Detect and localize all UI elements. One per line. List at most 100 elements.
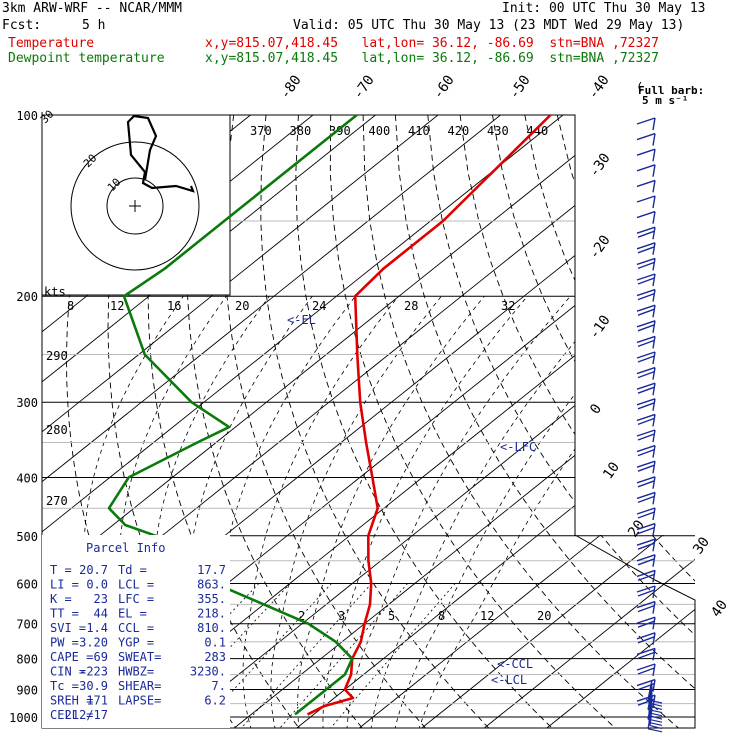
parcel-info-cell: 44 bbox=[94, 607, 108, 621]
parcel-info-cell: 3230. bbox=[190, 665, 226, 679]
pressure-tick-label: 200 bbox=[16, 290, 38, 304]
isotherm-label: 0 bbox=[587, 401, 605, 417]
wind-barb-shaft bbox=[652, 149, 656, 162]
wind-barb-flag bbox=[636, 444, 656, 453]
isotherm-line bbox=[42, 115, 564, 728]
wind-barb-shaft bbox=[652, 679, 656, 692]
wind-barb-flag bbox=[636, 351, 656, 359]
wind-barb-shaft bbox=[652, 117, 656, 131]
wind-barb-flag bbox=[636, 460, 656, 468]
barb-legend-title: Full barb: bbox=[638, 84, 704, 97]
pressure-tick-label: 1000 bbox=[9, 711, 38, 725]
mixing-ratio-label: 5 bbox=[388, 609, 395, 623]
wind-barb-shaft bbox=[652, 445, 656, 458]
wind-barb-flag bbox=[636, 538, 656, 546]
parcel-info-cell: SHEAR= bbox=[118, 679, 161, 693]
theta-e-label: 370 bbox=[250, 124, 272, 138]
wind-barb-shaft bbox=[652, 227, 656, 240]
parcel-info-cell: 23 bbox=[94, 592, 108, 606]
wind-barbs bbox=[636, 117, 663, 733]
parcel-info-cell: 355. bbox=[197, 592, 226, 606]
parcel-info-panel: Parcel Info T = 20.7 Td = 17.7 LI = 0.0 LCL = 8… bbox=[42, 535, 230, 728]
level-annotation: <-LFC bbox=[500, 440, 536, 454]
level-annotation: <-EL bbox=[287, 313, 316, 327]
wind-barb-flag bbox=[637, 495, 655, 504]
parcel-info-cell: 810. bbox=[197, 621, 226, 635]
pressure-tick-label: 700 bbox=[16, 618, 38, 632]
parcel-info-cell: Td = bbox=[118, 563, 147, 577]
wind-barb-flag bbox=[636, 632, 656, 640]
wind-barb-shaft bbox=[652, 133, 656, 146]
parcel-info-cell: SVI = bbox=[50, 621, 86, 635]
wind-barb-flag bbox=[637, 480, 655, 488]
wind-barb-flag bbox=[636, 288, 656, 297]
wind-barb-flag bbox=[636, 382, 656, 390]
wind-barb-flag bbox=[637, 620, 655, 628]
mixing-ratio-line bbox=[196, 583, 332, 728]
wind-barb-shaft bbox=[652, 305, 656, 318]
wind-barb-flag bbox=[636, 210, 656, 219]
dry-adiabat-label: 280 bbox=[46, 423, 68, 437]
wind-barb-shaft bbox=[652, 632, 656, 645]
wind-barb-flag bbox=[636, 569, 656, 578]
wind-barb-flag bbox=[637, 261, 655, 270]
moist-adiabat-line bbox=[297, 295, 485, 728]
wind-barb-shaft bbox=[652, 414, 656, 427]
wind-barb-shaft bbox=[652, 383, 656, 396]
dry-adiabat-line bbox=[524, 115, 695, 728]
wind-barb-shaft bbox=[652, 367, 656, 380]
wind-barb-flag bbox=[647, 728, 663, 733]
wind-barb-shaft bbox=[652, 351, 656, 365]
wind-barb-shaft bbox=[652, 648, 656, 661]
isotherm-label: -30 bbox=[586, 150, 614, 180]
wind-barb-flag bbox=[636, 554, 656, 562]
wind-barb-flag bbox=[637, 246, 655, 254]
wind-barb-flag bbox=[636, 335, 656, 344]
mixing-ratio-label: 20 bbox=[537, 609, 551, 623]
wind-barb-flag bbox=[637, 386, 655, 394]
wind-barb-flag bbox=[636, 600, 656, 609]
isotherm-line bbox=[419, 115, 695, 728]
parcel-info-cell: LCL = bbox=[118, 578, 154, 592]
wind-barb-shaft bbox=[652, 601, 656, 614]
isotherm-label: 30 bbox=[690, 534, 713, 557]
parcel-info-cell: CIN = bbox=[50, 665, 86, 679]
parcel-info-cell: 3.20 bbox=[79, 636, 108, 650]
mixing-ratio-label: 20 bbox=[235, 299, 249, 313]
wind-barb-flag bbox=[636, 585, 656, 593]
parcel-info-cell: SWEAT= bbox=[118, 650, 161, 664]
mixing-ratio-line bbox=[278, 583, 408, 728]
wind-barb-flag bbox=[637, 558, 655, 566]
wind-barb-shaft bbox=[652, 289, 656, 302]
parcel-info-title: Parcel Info bbox=[86, 541, 165, 555]
wind-barb-shaft bbox=[652, 554, 656, 567]
parcel-info-cell: 218. bbox=[197, 607, 226, 621]
wind-barb-flag bbox=[636, 476, 656, 484]
wind-barb-flag bbox=[637, 324, 655, 332]
level-annotation: <-LCL bbox=[491, 673, 527, 687]
wind-barb-flag bbox=[648, 721, 663, 726]
theta-e-label: 400 bbox=[369, 124, 391, 138]
parcel-info-cell: -223 bbox=[79, 665, 108, 679]
wind-barb-flag bbox=[637, 433, 655, 441]
dry-adiabat-line bbox=[492, 115, 695, 728]
isotherm-label: -40 bbox=[585, 72, 613, 102]
wind-barb-flag bbox=[636, 616, 656, 624]
wind-barb-shaft bbox=[647, 708, 653, 729]
wind-barb-flag bbox=[636, 257, 656, 266]
fcst-value: 5 h bbox=[82, 18, 106, 33]
wind-barb-flag bbox=[637, 667, 655, 675]
wind-barb-flag bbox=[637, 573, 655, 582]
wind-barb-flag bbox=[636, 273, 656, 281]
parcel-info-cell: 212/17 bbox=[65, 708, 108, 722]
dry-adiabat-line bbox=[653, 115, 695, 728]
dewpoint-location: x,y=815.07,418.45 lat,lon= 36.12, -86.69… bbox=[205, 51, 659, 66]
dry-adiabat-label: 270 bbox=[46, 494, 68, 508]
parcel-info-cell: EL = bbox=[118, 607, 147, 621]
wind-barb-shaft bbox=[652, 211, 656, 224]
isotherm-line bbox=[42, 115, 501, 728]
parcel-info-cell: 7. bbox=[212, 679, 226, 693]
parcel-info-cell: 1.4 bbox=[86, 621, 108, 635]
parcel-info-cell: LI = bbox=[50, 578, 79, 592]
